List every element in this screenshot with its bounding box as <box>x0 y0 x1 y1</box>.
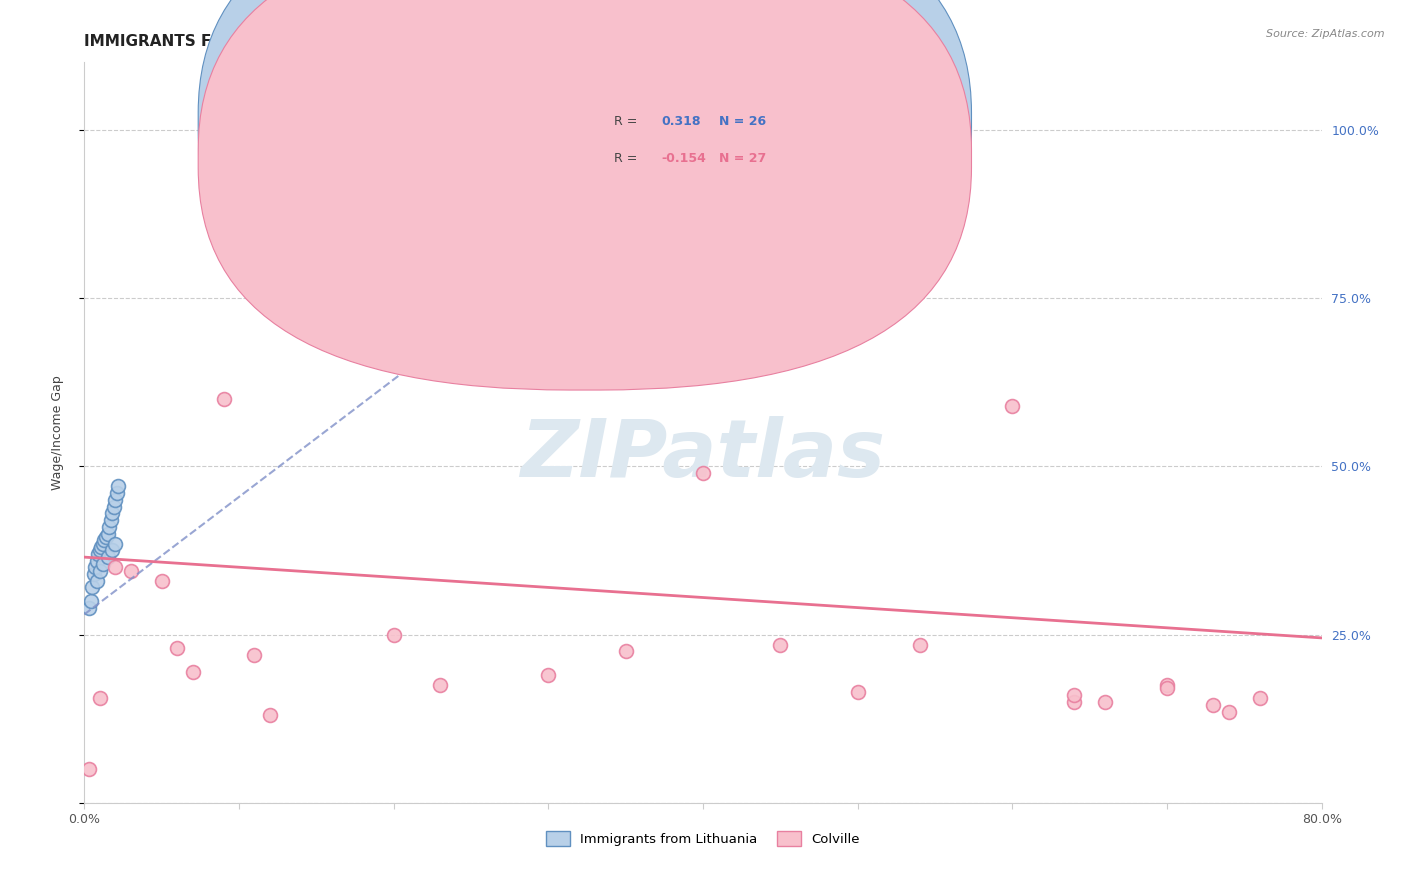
Point <box>1249 691 1271 706</box>
Point <box>91 557 114 571</box>
Point <box>79 594 101 608</box>
Point <box>94 530 117 544</box>
FancyBboxPatch shape <box>548 92 845 185</box>
Point <box>1218 705 1240 719</box>
Y-axis label: Wage/Income Gap: Wage/Income Gap <box>51 376 63 490</box>
Legend: Immigrants from Lithuania, Colville: Immigrants from Lithuania, Colville <box>541 826 865 852</box>
Point <box>93 533 115 548</box>
Point <box>846 685 869 699</box>
Text: R =: R = <box>614 153 641 165</box>
Point <box>1063 688 1085 702</box>
Point <box>1094 695 1116 709</box>
Point <box>82 581 104 595</box>
Point <box>98 520 121 534</box>
Point <box>181 665 204 679</box>
Point <box>89 543 111 558</box>
Text: R =: R = <box>614 115 641 128</box>
Point <box>212 392 235 406</box>
Point <box>243 648 266 662</box>
Point <box>104 560 127 574</box>
Text: Source: ZipAtlas.com: Source: ZipAtlas.com <box>1267 29 1385 38</box>
Point <box>537 668 560 682</box>
Point <box>382 627 405 641</box>
Text: IMMIGRANTS FROM LITHUANIA VS COLVILLE WAGE/INCOME GAP CORRELATION CHART: IMMIGRANTS FROM LITHUANIA VS COLVILLE WA… <box>84 34 820 49</box>
Point <box>103 500 125 514</box>
Point <box>120 564 142 578</box>
FancyBboxPatch shape <box>198 0 972 353</box>
Point <box>86 574 108 588</box>
Point <box>87 547 110 561</box>
Point <box>769 638 792 652</box>
Point <box>90 540 112 554</box>
Point <box>692 466 714 480</box>
Point <box>104 536 127 550</box>
Point <box>259 708 281 723</box>
Point <box>89 691 111 706</box>
Text: N = 26: N = 26 <box>718 115 766 128</box>
Point <box>908 638 931 652</box>
Point <box>1001 399 1024 413</box>
Point <box>1063 695 1085 709</box>
Point <box>166 640 188 655</box>
Point <box>84 560 107 574</box>
Point <box>150 574 173 588</box>
Point <box>86 553 108 567</box>
Point <box>1156 678 1178 692</box>
Point <box>83 566 105 581</box>
Point <box>105 486 128 500</box>
Text: -0.154: -0.154 <box>661 153 706 165</box>
Point <box>96 526 118 541</box>
Point <box>96 550 118 565</box>
Point <box>614 644 637 658</box>
Point <box>101 543 124 558</box>
Text: 0.318: 0.318 <box>661 115 700 128</box>
Text: N = 27: N = 27 <box>718 153 766 165</box>
Point <box>1156 681 1178 696</box>
Point <box>89 564 111 578</box>
Point <box>1202 698 1225 713</box>
Point <box>77 762 100 776</box>
Text: ZIPatlas: ZIPatlas <box>520 416 886 494</box>
Point <box>101 507 124 521</box>
Point <box>107 479 129 493</box>
Point <box>100 513 122 527</box>
Point <box>429 678 451 692</box>
Point <box>91 536 114 550</box>
Point <box>77 600 100 615</box>
Point <box>104 492 127 507</box>
FancyBboxPatch shape <box>198 0 972 390</box>
